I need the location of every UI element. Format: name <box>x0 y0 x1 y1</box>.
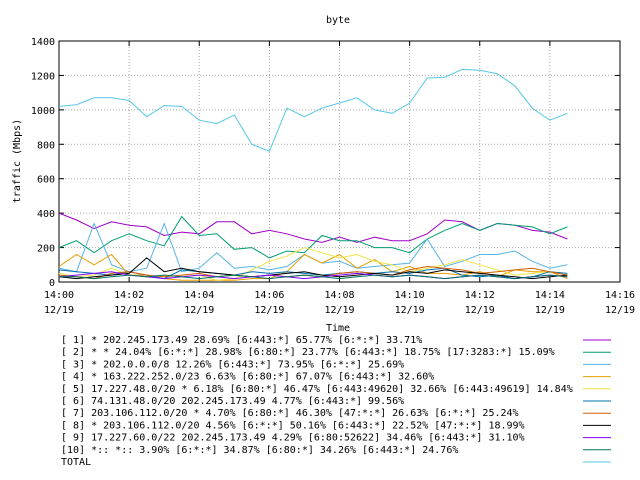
x-tick-time: 14:06 <box>254 290 284 301</box>
legend-label: [ 3] * 202.0.0.0/8 12.26% [6:443:*] 73.9… <box>61 359 404 370</box>
x-tick-time: 14:08 <box>324 290 354 301</box>
legend-label: [ 1] * 202.245.173.49 28.69% [6:443:*] 6… <box>61 335 422 346</box>
x-tick-date: 12/19 <box>324 305 354 316</box>
y-axis-ticks: 0 200 400 600 800 1000 1200 1400 <box>31 37 620 289</box>
legend-label: [10] *:: *:: 3.90% [6:*:*] 34.87% [6:80:… <box>61 445 458 456</box>
y-axis-label: traffic (Mbps) <box>12 119 23 203</box>
y-tick-label: 400 <box>37 209 55 220</box>
y-tick-label: 1400 <box>31 37 55 48</box>
x-axis-ticks: 14:00 12/19 14:02 12/19 14:04 12/19 14:06 12/19… <box>44 41 635 316</box>
x-tick-date: 12/19 <box>184 305 214 316</box>
x-tick-time: 14:00 <box>44 290 74 301</box>
series-line-8 <box>58 257 568 280</box>
series-line-4 <box>58 253 568 281</box>
grid-lines <box>59 41 620 282</box>
series-line-2 <box>58 215 568 259</box>
series-line-1 <box>58 212 568 243</box>
x-tick-date: 12/19 <box>465 305 495 316</box>
series-lines <box>58 68 568 281</box>
y-tick-label: 600 <box>37 175 55 186</box>
y-tick-label: 1000 <box>31 106 55 117</box>
y-tick-label: 200 <box>37 244 55 255</box>
legend-label: [ 8] * 203.106.112.0/20 4.56% [6:*:*] 50… <box>61 420 525 431</box>
x-tick-date: 12/19 <box>114 305 144 316</box>
x-tick-time: 14:04 <box>184 290 214 301</box>
x-tick-date: 12/19 <box>44 305 74 316</box>
legend-label: [ 2] * * 24.04% [6:*:*] 28.98% [6:80:*] … <box>61 347 555 358</box>
chart-title: byte <box>326 15 350 26</box>
x-tick-time: 14:16 <box>605 290 635 301</box>
legend-label: TOTAL <box>61 457 91 468</box>
x-tick-time: 14:10 <box>395 290 425 301</box>
x-tick-time: 14:02 <box>114 290 144 301</box>
legend-label: [ 5] 17.227.48.0/20 * 6.18% [6:80:*] 46.… <box>61 384 573 395</box>
x-tick-date: 12/19 <box>535 305 565 316</box>
legend-label: [ 9] 17.227.60.0/22 202.245.173.49 4.29%… <box>61 433 525 444</box>
y-tick-label: 0 <box>49 278 55 289</box>
x-tick-date: 12/19 <box>395 305 425 316</box>
x-tick-date: 12/19 <box>605 305 635 316</box>
y-tick-label: 1200 <box>31 71 55 82</box>
legend-label: [ 7] 203.106.112.0/20 * 4.70% [6:80:*] 4… <box>61 408 519 419</box>
x-axis-label: Time <box>326 323 350 334</box>
legend: [ 1] * 202.245.173.49 28.69% [6:443:*] 6… <box>61 335 611 468</box>
x-tick-time: 14:14 <box>535 290 565 301</box>
legend-label: [ 4] * 163.222.252.0/23 6.63% [6:80:*] 6… <box>61 372 434 383</box>
y-tick-label: 800 <box>37 140 55 151</box>
series-line-10 <box>59 274 568 280</box>
legend-label: [ 6] 74.131.48.0/20 202.245.173.49 4.77%… <box>61 396 404 407</box>
x-tick-date: 12/19 <box>254 305 284 316</box>
series-line-11 <box>58 68 568 152</box>
x-tick-time: 14:12 <box>465 290 495 301</box>
